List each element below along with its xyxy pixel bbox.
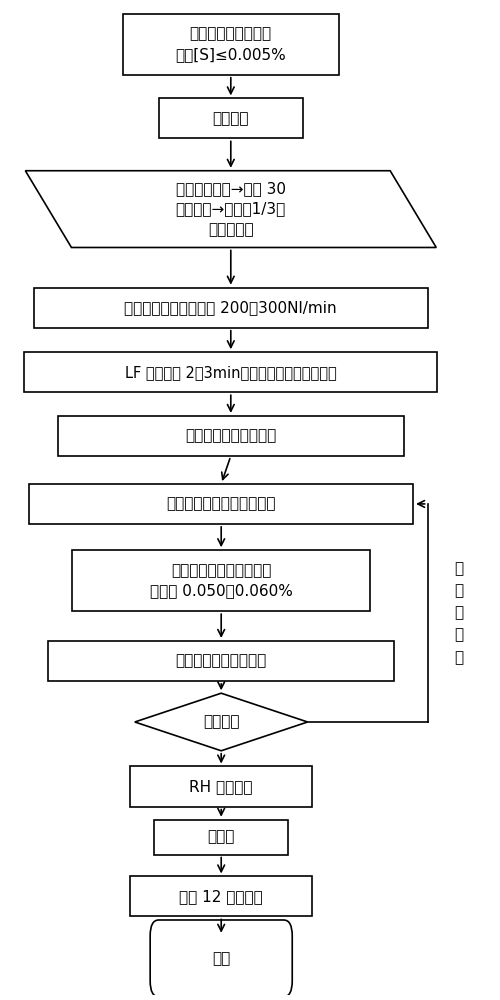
FancyBboxPatch shape: [150, 920, 292, 997]
Text: 取样分析，下电极升温: 取样分析，下电极升温: [185, 428, 276, 443]
FancyBboxPatch shape: [130, 876, 312, 916]
Text: 出钢过程钢包底吹流量 200～300Nl/min: 出钢过程钢包底吹流量 200～300Nl/min: [124, 300, 337, 315]
FancyBboxPatch shape: [72, 550, 370, 611]
Text: RH 真空处理: RH 真空处理: [190, 779, 253, 794]
FancyBboxPatch shape: [130, 766, 312, 807]
FancyBboxPatch shape: [159, 98, 303, 138]
Text: 钙处理: 钙处理: [208, 830, 235, 845]
FancyBboxPatch shape: [34, 288, 427, 328]
FancyBboxPatch shape: [123, 14, 339, 75]
Text: 成
分
不
合
格: 成 分 不 合 格: [454, 561, 464, 665]
Text: 第二批造脱氧渣料和合金化: 第二批造脱氧渣料和合金化: [166, 496, 276, 511]
FancyBboxPatch shape: [58, 416, 404, 456]
Text: 软搅 12 分钟以上: 软搅 12 分钟以上: [180, 889, 263, 904]
FancyBboxPatch shape: [48, 641, 394, 681]
Text: LF 到站化渣 2～3min，加入第一批铝丝和石灰: LF 到站化渣 2～3min，加入第一批铝丝和石灰: [125, 365, 336, 380]
FancyBboxPatch shape: [24, 352, 437, 392]
Text: 喂铝线脱钢水氧、调钢中
铝成分 0.050～0.060%: 喂铝线脱钢水氧、调钢中 铝成分 0.050～0.060%: [150, 563, 292, 598]
FancyBboxPatch shape: [29, 484, 413, 524]
Text: 转炉冶炼: 转炉冶炼: [212, 111, 249, 126]
Polygon shape: [135, 693, 308, 751]
Text: 取样分析，下电极升温: 取样分析，下电极升温: [176, 653, 267, 668]
Text: 连铸: 连铸: [212, 951, 231, 966]
Polygon shape: [26, 171, 436, 247]
Text: 转炉挡渣出钢→出钢 30
秒加渣料→出钢至1/3加
合金和铝块: 转炉挡渣出钢→出钢 30 秒加渣料→出钢至1/3加 合金和铝块: [176, 181, 286, 237]
Text: 铁水脱硫预处理，入
转炉[S]≤0.005%: 铁水脱硫预处理，入 转炉[S]≤0.005%: [176, 27, 286, 62]
Text: 分析结果: 分析结果: [203, 714, 239, 729]
FancyBboxPatch shape: [154, 820, 288, 855]
